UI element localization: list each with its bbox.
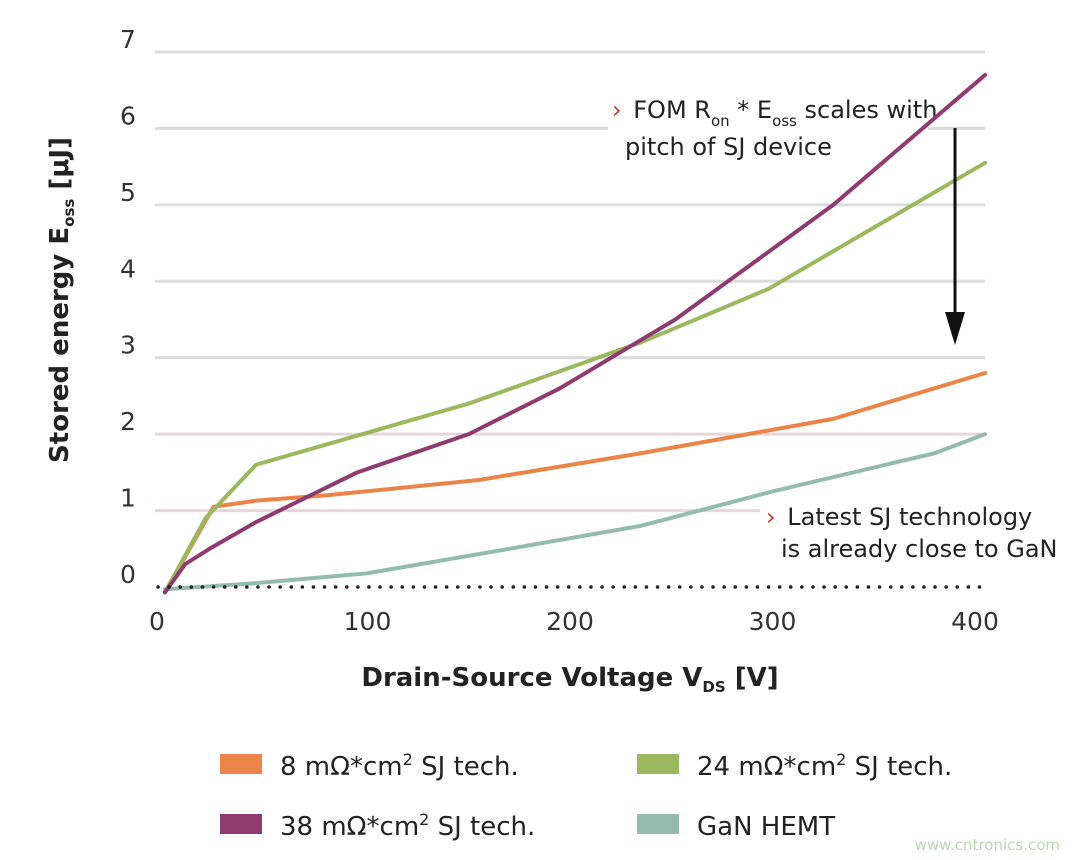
legend-item: 8 mΩ*cm2 SJ tech. [220, 750, 519, 782]
gridlines [155, 50, 985, 513]
annotation-latest-sj: › Latest SJ technology [766, 503, 1032, 531]
y-tick-label: 5 [120, 178, 136, 207]
legend-swatch [220, 754, 262, 774]
annotation-latest-sj-line2: is already close to GaN [781, 535, 1057, 563]
watermark: www.cntronics.com [915, 836, 1060, 854]
x-tick-label: 300 [749, 607, 797, 636]
legend-label: 8 mΩ*cm2 SJ tech. [280, 750, 519, 782]
legend-swatch [220, 814, 262, 834]
x-axis-ticks: 0 100 200 300 400 [149, 607, 999, 636]
series-line-0 [163, 371, 988, 595]
x-axis-label: Drain-Source Voltage VDS [V] [361, 663, 778, 696]
y-tick-label: 1 [120, 484, 136, 513]
x-tick-label: 0 [149, 607, 165, 636]
x-tick-label: 400 [951, 607, 999, 636]
y-axis-label: Stored energy Eoss [μJ] [45, 137, 78, 463]
series-line-2 [163, 72, 988, 595]
annotation-fom: › FOM Ron * Eoss scales with [612, 96, 937, 130]
y-tick-label: 6 [120, 101, 136, 130]
down-arrow-icon [945, 128, 965, 345]
y-axis-ticks: 0 1 2 3 4 5 6 7 [120, 25, 136, 589]
legend-item: GaN HEMT [637, 812, 835, 842]
y-tick-label: 3 [120, 331, 136, 360]
y-tick-label: 7 [120, 25, 136, 54]
y-tick-label: 4 [120, 254, 136, 283]
y-tick-label: 0 [120, 560, 136, 589]
series-lines [163, 72, 988, 595]
series-line-3 [163, 432, 988, 592]
series-line-1 [163, 160, 988, 595]
x-tick-label: 100 [344, 607, 392, 636]
legend-item: 24 mΩ*cm2 SJ tech. [637, 750, 952, 782]
legend-swatch [637, 754, 679, 774]
y-tick-label: 2 [120, 407, 136, 436]
legend: 8 mΩ*cm2 SJ tech. 24 mΩ*cm2 SJ tech. 38 mΩ… [220, 750, 952, 842]
x-tick-label: 200 [546, 607, 594, 636]
legend-label: 38 mΩ*cm2 SJ tech. [280, 810, 535, 842]
legend-label: GaN HEMT [697, 812, 835, 842]
legend-label: 24 mΩ*cm2 SJ tech. [697, 750, 952, 782]
legend-swatch [637, 814, 679, 834]
annotation-fom-line2: pitch of SJ device [625, 133, 832, 161]
legend-item: 38 mΩ*cm2 SJ tech. [220, 810, 535, 842]
